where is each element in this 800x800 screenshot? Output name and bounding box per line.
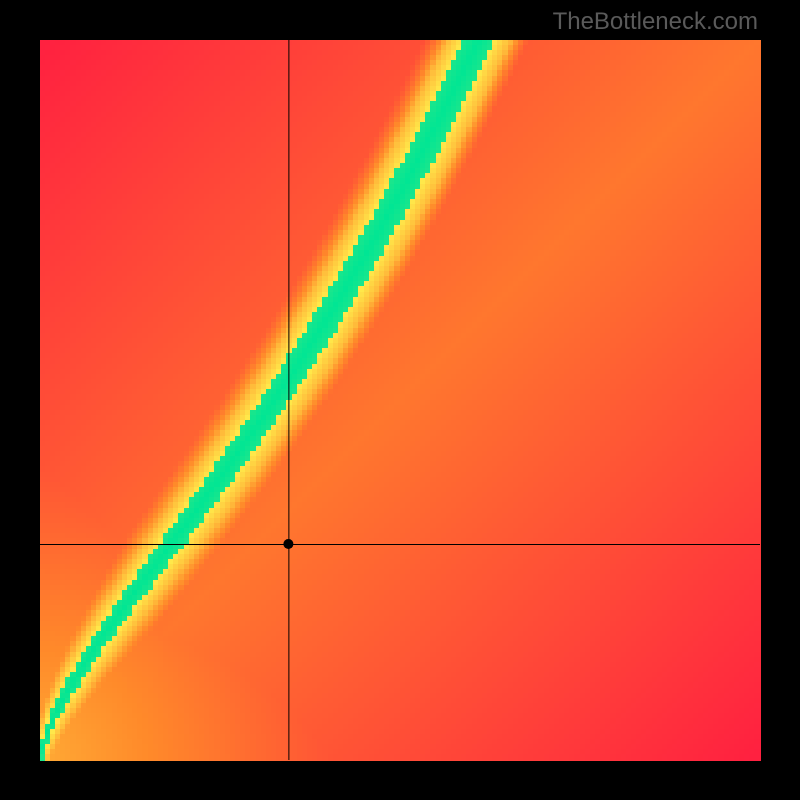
chart-container: TheBottleneck.com xyxy=(0,0,800,800)
bottleneck-heatmap xyxy=(0,0,800,800)
watermark-text: TheBottleneck.com xyxy=(553,8,758,36)
